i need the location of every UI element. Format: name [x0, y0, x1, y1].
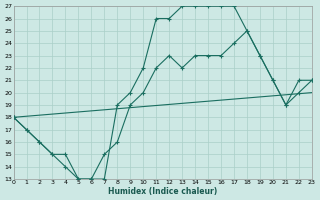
X-axis label: Humidex (Indice chaleur): Humidex (Indice chaleur) — [108, 187, 217, 196]
